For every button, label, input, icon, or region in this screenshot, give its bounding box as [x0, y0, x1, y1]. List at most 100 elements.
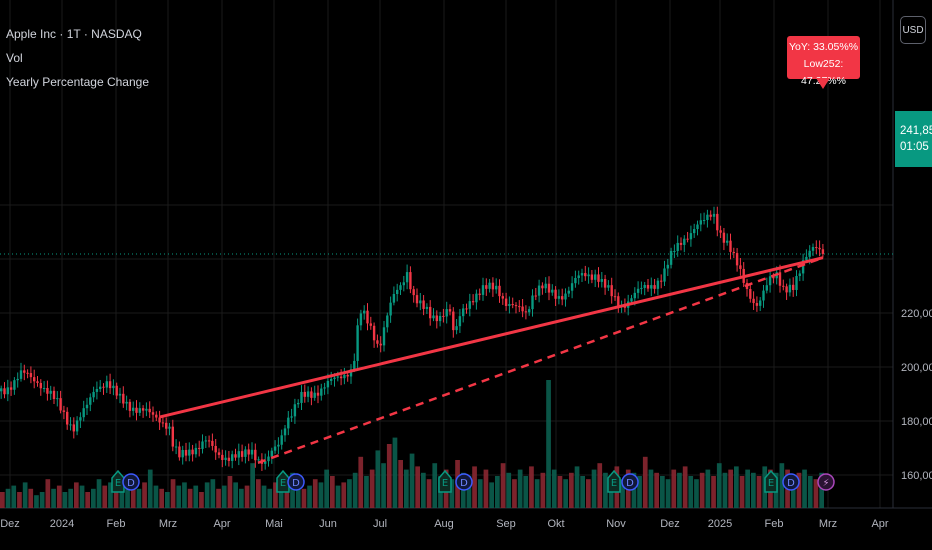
candle-body — [306, 391, 310, 397]
dividend-marker[interactable]: D — [287, 473, 305, 491]
candle-body — [188, 449, 191, 456]
x-tick-label: Dez — [0, 518, 20, 530]
x-tick-label: Mai — [265, 518, 283, 530]
candle-body — [264, 461, 267, 464]
candle-body — [432, 315, 435, 319]
candle-body — [511, 303, 514, 306]
candle-body — [132, 407, 135, 411]
volume-bar — [677, 472, 682, 508]
candle-body — [79, 417, 82, 421]
volume-bar — [472, 466, 477, 508]
candle-body — [19, 370, 23, 379]
currency-button[interactable]: USD — [900, 16, 926, 44]
split-marker[interactable]: ⚡ — [817, 473, 835, 491]
candle-body — [712, 213, 716, 217]
candle-body — [141, 408, 145, 411]
y-tick-label: 160,00 — [901, 470, 932, 482]
volume-bar — [17, 492, 22, 508]
candle-body — [151, 412, 155, 415]
candle-body — [244, 449, 247, 457]
volume-bar — [136, 488, 142, 508]
volume-bar — [91, 488, 96, 508]
dividend-marker[interactable]: D — [782, 473, 800, 491]
volume-bar — [0, 492, 5, 508]
volume-bar — [574, 466, 580, 508]
candle-body — [438, 315, 442, 322]
candle-body — [567, 290, 570, 294]
volume-bar — [216, 488, 221, 508]
volume-bar — [170, 479, 176, 508]
volume-bar — [45, 479, 51, 508]
candle-body — [0, 388, 3, 392]
volume-bar — [421, 472, 426, 508]
candle-body — [339, 376, 343, 379]
earnings-marker[interactable]: E — [438, 469, 452, 493]
candle-body — [145, 408, 148, 411]
volume-bar — [330, 476, 335, 508]
volume-bar — [11, 485, 17, 508]
candle-body — [587, 274, 590, 277]
volume-bar — [512, 479, 517, 508]
candle-body — [435, 315, 438, 322]
volume-bar — [796, 472, 802, 508]
symbol-title[interactable]: Apple Inc · 1T · NASDAQ — [6, 27, 142, 41]
candle-body — [112, 385, 115, 389]
candle-body — [346, 374, 349, 377]
volume-bar — [523, 476, 529, 508]
candle-body — [465, 308, 468, 310]
candle-body — [320, 388, 323, 396]
candle-body — [316, 392, 320, 396]
volume-bar — [728, 469, 733, 508]
volume-bar — [745, 469, 750, 508]
candle-body — [656, 280, 660, 289]
volume-bar — [648, 469, 654, 508]
indicator-yoy[interactable]: Yearly Percentage Change — [6, 75, 149, 89]
candle-body — [227, 457, 231, 461]
volume-bar — [563, 479, 568, 508]
candle-body — [498, 285, 501, 297]
candle-body — [56, 398, 59, 400]
volume-bar — [28, 488, 34, 508]
earnings-marker[interactable]: E — [764, 469, 778, 493]
candle-body — [283, 428, 287, 436]
candle-body — [69, 424, 72, 426]
candle-body — [85, 404, 89, 409]
candle-body — [726, 240, 729, 243]
dividend-marker[interactable]: D — [455, 473, 473, 491]
volume-bar — [483, 469, 489, 508]
earnings-marker[interactable]: E — [276, 469, 290, 493]
candle-body — [102, 386, 105, 388]
candle-body — [46, 387, 49, 394]
candle-body — [16, 378, 19, 381]
indicator-volume[interactable]: Vol — [6, 51, 23, 65]
candle-body — [689, 233, 693, 240]
dividend-marker[interactable]: D — [621, 473, 639, 491]
volume-bar — [250, 463, 255, 508]
candle-body — [184, 449, 188, 456]
candle-body — [706, 214, 709, 221]
candle-body — [178, 446, 181, 458]
candle-body — [366, 310, 369, 324]
candle-body — [211, 440, 214, 446]
volume-bar — [210, 479, 216, 508]
volume-bar — [500, 463, 506, 508]
candle-body — [811, 247, 815, 251]
candle-body — [66, 411, 69, 425]
volume-bar — [187, 488, 193, 508]
dividend-marker[interactable]: D — [122, 473, 140, 491]
candle-body — [23, 370, 26, 373]
candle-body — [171, 426, 174, 447]
volume-bar — [147, 469, 153, 508]
candle-body — [99, 386, 102, 389]
volume-bar — [204, 482, 210, 508]
candle-body — [455, 326, 458, 331]
earnings-marker[interactable]: E — [111, 469, 125, 493]
candle-body — [597, 274, 600, 282]
earnings-marker[interactable]: E — [607, 469, 621, 493]
candle-body — [415, 295, 419, 304]
volume-bar — [426, 479, 432, 508]
candle-body — [815, 247, 818, 249]
candle-body — [330, 379, 333, 381]
candle-body — [412, 289, 415, 296]
